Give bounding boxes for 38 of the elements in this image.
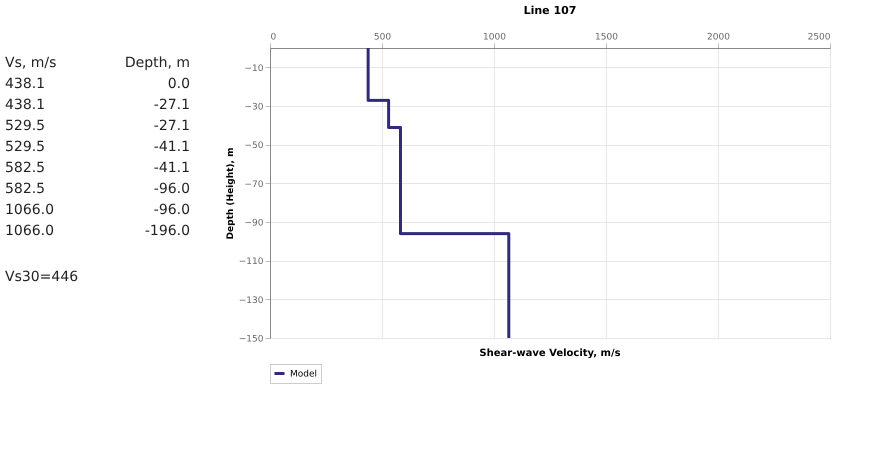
text: Vs, m/s (5, 55, 56, 71)
x-tick-label: 2000 (707, 32, 730, 42)
y-tick-label: −110 (238, 257, 264, 268)
text: 1066.0 (5, 223, 54, 239)
y-tick-label: −150 (238, 334, 264, 344)
text: 438.1 (5, 97, 46, 113)
text: 529.5 (5, 118, 46, 134)
y-tick-label: −90 (244, 218, 264, 228)
y-tick-label: −50 (244, 141, 264, 152)
x-tick-label: 2500 (808, 32, 831, 42)
text: 529.5 (5, 139, 46, 155)
text: 0.0 (168, 76, 190, 92)
legend-label: Model (290, 370, 318, 380)
text: 1066.0 (5, 202, 54, 218)
x-tick-label: 1000 (483, 32, 506, 42)
x-tick-label: 500 (374, 32, 392, 42)
text: -96.0 (154, 181, 190, 197)
y-tick-label: −30 (244, 102, 264, 112)
y-tick-label: −130 (238, 296, 264, 306)
text: 582.5 (5, 181, 46, 197)
text: -41.1 (154, 139, 190, 155)
text: Vs30=446 (5, 269, 78, 286)
text: -96.0 (154, 202, 190, 218)
chart-title: Line 107 (524, 4, 576, 17)
y-tick-label: −10 (244, 64, 264, 74)
text: -41.1 (154, 160, 190, 176)
x-tick-label: 0 (270, 32, 276, 42)
text: 582.5 (5, 160, 46, 176)
text: -196.0 (144, 223, 190, 239)
text: 438.1 (5, 76, 46, 92)
text: -27.1 (154, 97, 190, 113)
y-axis-title: Depth (Height), m (226, 148, 236, 240)
line-series (366, 46, 510, 340)
y-tick-label: −70 (244, 180, 264, 190)
x-axis-title: Shear-wave Velocity, m/s (479, 348, 621, 359)
x-tick-label: 1500 (595, 32, 618, 42)
text: -27.1 (154, 118, 190, 134)
text: Depth, m (124, 55, 190, 71)
